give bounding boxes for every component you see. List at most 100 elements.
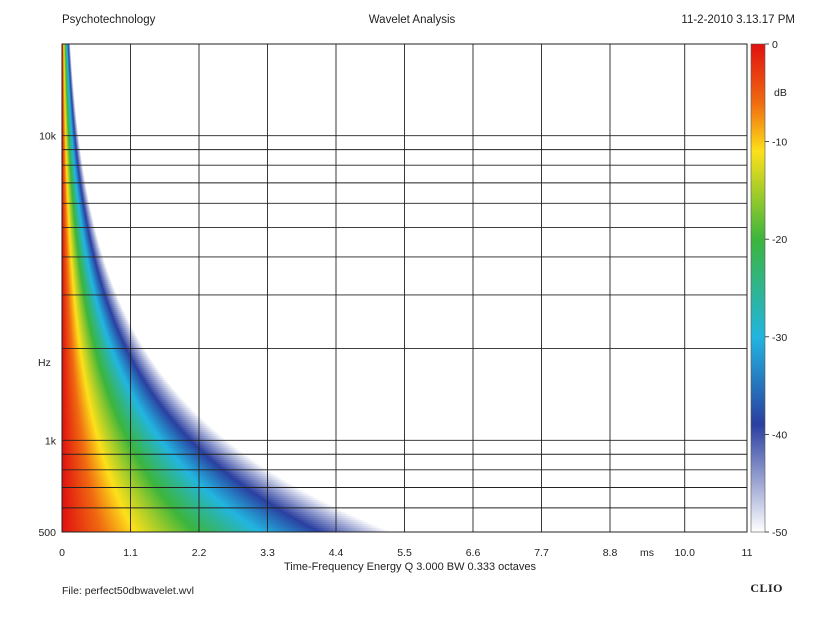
heatmap-row bbox=[62, 206, 91, 209]
colorbar-tick-label: -50 bbox=[772, 527, 787, 539]
heatmap-row bbox=[62, 472, 274, 475]
heatmap-row bbox=[62, 416, 201, 419]
heatmap-row bbox=[62, 304, 122, 307]
heatmap-row bbox=[62, 346, 144, 349]
heatmap-row bbox=[62, 462, 258, 465]
heatmap-row bbox=[62, 392, 178, 395]
heatmap-row bbox=[62, 306, 123, 309]
heatmap-row bbox=[62, 274, 110, 277]
heatmap-row bbox=[62, 250, 102, 253]
heatmap-row bbox=[62, 172, 84, 175]
heatmap-row bbox=[62, 476, 280, 479]
x-tick-label: 7.7 bbox=[534, 547, 549, 559]
heatmap-row bbox=[62, 388, 174, 391]
heatmap-row bbox=[62, 466, 264, 469]
heatmap-row bbox=[62, 444, 233, 447]
heatmap-row bbox=[62, 92, 74, 95]
heatmap-row bbox=[62, 80, 73, 83]
heatmap-row bbox=[62, 382, 170, 385]
heatmap-energy-layer bbox=[62, 44, 390, 532]
heatmap-row bbox=[62, 94, 75, 97]
heatmap-row bbox=[62, 188, 87, 191]
heatmap-row bbox=[62, 126, 78, 129]
heatmap-row bbox=[62, 214, 93, 217]
heatmap-row bbox=[62, 412, 197, 415]
heatmap-row bbox=[62, 300, 120, 303]
heatmap-row bbox=[62, 282, 113, 285]
heatmap-row bbox=[62, 440, 228, 443]
heatmap-row bbox=[62, 374, 163, 377]
heatmap-row bbox=[62, 350, 147, 353]
heatmap-row bbox=[62, 100, 75, 103]
heatmap-row bbox=[62, 264, 106, 267]
heatmap-row bbox=[62, 370, 160, 373]
heatmap-row bbox=[62, 432, 219, 435]
heatmap-row bbox=[62, 108, 76, 111]
heatmap-row bbox=[62, 520, 366, 523]
heatmap-row bbox=[62, 356, 150, 359]
x-tick-label: 3.3 bbox=[260, 547, 275, 559]
y-tick-label: 10k bbox=[39, 131, 57, 143]
heatmap-row bbox=[62, 318, 128, 321]
heatmap-row bbox=[62, 446, 236, 449]
heatmap-row bbox=[62, 254, 103, 257]
heatmap-row bbox=[62, 106, 76, 109]
heatmap-row bbox=[62, 66, 72, 69]
heatmap-row bbox=[62, 156, 82, 159]
x-tick-label: 8.8 bbox=[603, 547, 618, 559]
heatmap-row bbox=[62, 396, 181, 399]
heatmap-row bbox=[62, 454, 247, 457]
colorbar-unit-label: dB bbox=[774, 87, 787, 99]
heatmap-row bbox=[62, 310, 125, 313]
heatmap-row bbox=[62, 332, 136, 335]
heatmap-row bbox=[62, 46, 71, 49]
heatmap-row bbox=[62, 428, 214, 431]
heatmap-row bbox=[62, 328, 134, 331]
x-tick-label: 5.5 bbox=[397, 547, 412, 559]
heatmap-row bbox=[62, 338, 139, 341]
heatmap-row bbox=[62, 176, 85, 179]
heatmap-row bbox=[62, 252, 103, 255]
heatmap-row bbox=[62, 386, 173, 389]
heatmap-row bbox=[62, 354, 149, 357]
heatmap-row bbox=[62, 242, 100, 245]
heatmap-row bbox=[62, 448, 239, 451]
heatmap-row bbox=[62, 88, 74, 91]
heatmap-row bbox=[62, 450, 241, 453]
heatmap-row bbox=[62, 342, 142, 345]
heatmap-row bbox=[62, 500, 324, 503]
heatmap-row bbox=[62, 470, 271, 473]
heatmap-row bbox=[62, 522, 371, 525]
heatmap-row bbox=[62, 52, 71, 55]
heatmap-row bbox=[62, 180, 86, 183]
heatmap-row bbox=[62, 468, 267, 471]
heatmap-row bbox=[62, 512, 348, 515]
heatmap-row bbox=[62, 138, 79, 141]
heatmap-row bbox=[62, 528, 385, 531]
heatmap-row bbox=[62, 124, 78, 127]
heatmap-row bbox=[62, 232, 97, 235]
heatmap-row bbox=[62, 518, 362, 521]
x-tick-label: 6.6 bbox=[466, 547, 481, 559]
heatmap-row bbox=[62, 400, 185, 403]
heatmap-row bbox=[62, 72, 73, 75]
heatmap-row bbox=[62, 492, 308, 495]
heatmap-row bbox=[62, 162, 83, 165]
heatmap-row bbox=[62, 322, 130, 325]
heatmap-row bbox=[62, 260, 105, 263]
heatmap-row bbox=[62, 158, 82, 161]
heatmap-row bbox=[62, 234, 97, 237]
heatmap-row bbox=[62, 488, 301, 491]
heatmap-row bbox=[62, 150, 81, 153]
heatmap-row bbox=[62, 116, 77, 119]
heatmap-row bbox=[62, 154, 82, 157]
heatmap-row bbox=[62, 510, 344, 513]
heatmap-row bbox=[62, 192, 88, 195]
heatmap-row bbox=[62, 152, 81, 155]
x-tick-label: 2.2 bbox=[192, 547, 207, 559]
heatmap-row bbox=[62, 130, 78, 133]
colorbar-tick-label: 0 bbox=[772, 39, 778, 51]
colorbar-tick-label: -40 bbox=[772, 429, 787, 441]
heatmap-row bbox=[62, 480, 287, 483]
heatmap-row bbox=[62, 436, 223, 439]
